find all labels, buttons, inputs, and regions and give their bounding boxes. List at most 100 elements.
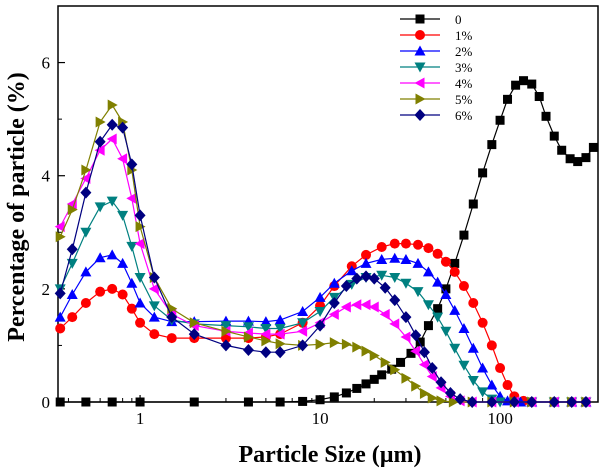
legend-marker [414,109,426,121]
legend-label: 3% [455,60,473,75]
data-point [261,335,272,347]
data-point [423,321,433,331]
data-point [369,350,380,362]
data-point [260,316,272,327]
data-point [458,281,469,292]
data-point [329,392,339,402]
data-point [503,94,513,104]
series-4 [54,133,591,408]
data-point [135,221,146,233]
data-point [557,145,567,155]
data-point [527,79,537,89]
data-point [81,397,91,407]
data-point [502,380,513,391]
data-point [511,80,521,90]
data-point [67,312,78,323]
data-point [166,333,177,344]
data-point [95,286,106,297]
series-0 [55,76,598,407]
data-point [369,374,379,384]
data-point [315,338,326,350]
data-point [400,278,412,289]
data-point [458,322,470,333]
data-point [148,283,159,295]
data-point [297,339,309,352]
legend-label: 2% [455,44,473,59]
data-point [275,338,286,350]
data-point [433,304,443,314]
data-point [427,392,438,404]
data-point [166,311,178,324]
data-point [346,265,358,276]
legend-marker [415,30,425,40]
data-point [117,257,129,268]
series-line [59,124,586,403]
data-point [413,239,423,250]
data-point [487,140,497,150]
data-point [454,393,466,406]
data-point [298,396,308,406]
data-point [189,317,200,329]
data-point [360,257,372,268]
data-point [95,116,106,128]
data-point [376,241,387,252]
y-tick-label: 2 [42,280,51,299]
legend-marker [415,14,425,24]
data-point [467,342,479,353]
data-point [389,318,400,330]
data-point [410,345,421,357]
data-point [67,204,78,216]
series-line [59,243,586,403]
data-point [440,256,451,267]
data-point [134,238,145,250]
data-point [314,291,326,302]
data-point [55,231,66,243]
series-5 [55,99,592,408]
data-point [435,376,447,389]
data-point [80,227,92,238]
data-point [360,270,372,283]
data-point [351,299,362,311]
series-line [60,80,594,403]
data-point [80,186,92,199]
data-point [106,118,118,131]
data-point [126,158,138,171]
data-point [541,111,551,121]
data-point [450,258,460,268]
data-point [580,396,592,408]
x-tick-label: 100 [487,409,513,428]
data-point [519,76,529,86]
data-point [412,287,424,298]
data-point [340,301,351,313]
data-point [486,379,498,390]
data-point [426,362,438,375]
data-point [458,360,470,371]
data-point [220,321,232,332]
data-point [80,266,92,277]
data-point [135,397,145,407]
data-point [106,249,118,260]
data-point [260,346,272,359]
data-point [401,372,412,384]
data-point [477,317,488,328]
legend: 01%2%3%4%5%6% [400,12,473,123]
legend-label: 5% [455,92,473,107]
data-point [117,153,128,165]
data-point [379,281,391,294]
data-point [412,257,424,268]
data-point [352,383,362,393]
data-point [54,311,66,322]
data-point [432,312,444,323]
data-point [389,238,400,249]
data-point [243,397,253,407]
data-point [444,386,456,399]
data-point [80,298,91,308]
data-point [260,323,272,334]
y-tick-label: 0 [42,393,51,412]
data-point [508,396,520,408]
data-point [478,168,488,178]
data-point [411,380,422,392]
data-point [220,339,232,352]
data-point [55,323,66,334]
legend-item: 6% [400,108,473,123]
